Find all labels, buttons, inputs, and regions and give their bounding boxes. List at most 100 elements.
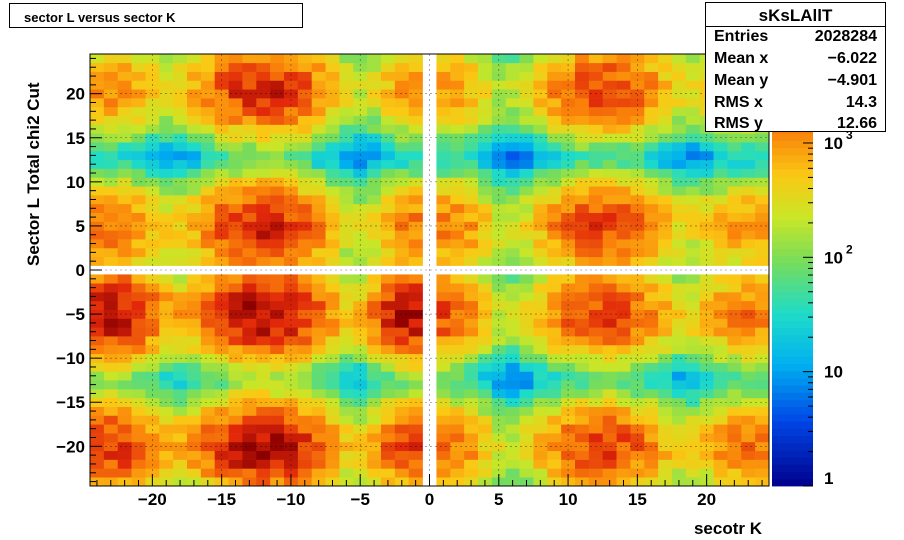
heatmap-cell: [325, 283, 340, 293]
heatmap-cell: [200, 203, 216, 213]
heatmap-cell: [658, 459, 673, 469]
heatmap-cell: [533, 195, 548, 205]
heatmap-cell: [394, 389, 410, 399]
heatmap-cell: [685, 256, 701, 266]
heatmap-cell: [228, 80, 243, 90]
heatmap-cell: [561, 468, 576, 478]
heatmap-cell: [630, 98, 645, 108]
heatmap-cell: [145, 133, 160, 143]
heatmap-cell: [491, 433, 507, 443]
heatmap-cell: [173, 115, 188, 125]
heatmap-cell: [519, 106, 534, 117]
heatmap-cell: [145, 389, 160, 399]
heatmap-cell: [561, 239, 576, 249]
heatmap-cell: [131, 362, 146, 372]
heatmap-cell: [408, 203, 423, 213]
heatmap-cell: [450, 106, 465, 117]
heatmap-cell: [519, 433, 534, 443]
heatmap-cell: [464, 71, 479, 81]
heatmap-cell: [436, 159, 451, 169]
heatmap-cell: [533, 124, 548, 134]
heatmap-cell: [547, 62, 562, 72]
heatmap-cell: [616, 450, 631, 460]
heatmap-cell: [478, 195, 493, 205]
heatmap-cell: [464, 230, 479, 240]
heatmap-cell: [478, 406, 493, 416]
heatmap-cell: [547, 309, 562, 319]
heatmap-cell: [339, 450, 354, 460]
heatmap-cell: [270, 371, 285, 381]
heatmap-cell: [575, 353, 590, 363]
heatmap-cell: [187, 415, 202, 425]
heatmap-cell: [602, 159, 617, 169]
heatmap-cell: [478, 468, 493, 478]
heatmap-cell: [394, 54, 410, 64]
heatmap-cell: [602, 133, 617, 143]
heatmap-cell: [381, 389, 396, 399]
heatmap-cell: [200, 124, 216, 134]
heatmap-cell: [658, 62, 673, 72]
heatmap-cell: [228, 292, 243, 302]
heatmap-cell: [672, 300, 687, 310]
heatmap-cell: [242, 98, 257, 108]
heatmap-cell: [284, 106, 299, 117]
heatmap-cell: [658, 195, 673, 205]
heatmap-cell: [602, 344, 617, 355]
heatmap-cell: [408, 362, 423, 372]
heatmap-cell: [588, 124, 604, 134]
heatmap-cell: [325, 459, 340, 469]
heatmap-cell: [727, 186, 742, 196]
heatmap-cell: [644, 195, 659, 205]
heatmap-cell: [311, 433, 326, 443]
heatmap-cell: [200, 106, 216, 117]
heatmap-cell: [685, 106, 701, 117]
heatmap-cell: [270, 362, 285, 372]
color-scale-segment: [772, 291, 813, 300]
heatmap-cell: [325, 433, 340, 443]
heatmap-cell: [339, 292, 354, 302]
heatmap-cell: [436, 274, 451, 284]
heatmap-cell: [436, 54, 451, 64]
heatmap-cell: [284, 212, 299, 222]
heatmap-cell: [367, 89, 382, 99]
heatmap-cell: [325, 230, 340, 240]
heatmap-cell: [242, 415, 257, 425]
heatmap-cell: [381, 415, 396, 425]
heatmap-cell: [131, 177, 146, 187]
stats-label: Mean x: [714, 50, 769, 67]
heatmap-cell: [533, 142, 548, 152]
heatmap-cell: [644, 203, 659, 213]
heatmap-cell: [436, 292, 451, 302]
stats-row-entries: Entries 2028284: [706, 28, 885, 49]
heatmap-cell: [339, 98, 354, 108]
heatmap-cell: [547, 283, 562, 293]
heatmap-cell: [505, 124, 520, 134]
heatmap-cell: [394, 256, 410, 266]
heatmap-cell: [353, 406, 368, 416]
heatmap-cell: [478, 336, 493, 346]
heatmap-cell: [491, 62, 507, 72]
heatmap-cell: [311, 150, 326, 161]
heatmap-cell: [242, 89, 257, 99]
heatmap-cell: [228, 106, 243, 117]
heatmap-cell: [505, 54, 520, 64]
heatmap-cell: [214, 362, 229, 372]
heatmap-cell: [658, 106, 673, 117]
heatmap-cell: [436, 230, 451, 240]
heatmap-cell: [159, 195, 174, 205]
heatmap-cell: [131, 371, 146, 381]
heatmap-cell: [505, 318, 520, 328]
heatmap-cell: [117, 186, 132, 196]
heatmap-cell: [436, 203, 451, 213]
x-tick-label: 10: [559, 490, 578, 509]
heatmap-cell: [131, 203, 146, 213]
color-scale-segment: [772, 162, 813, 170]
heatmap-cell: [339, 168, 354, 178]
heatmap-cell: [131, 239, 146, 249]
color-scale-segment: [772, 450, 813, 458]
heatmap-cell: [616, 300, 631, 310]
heatmap-cell: [644, 415, 659, 425]
heatmap-cell: [699, 362, 714, 372]
heatmap-cell: [741, 380, 756, 390]
heatmap-cell: [284, 247, 299, 258]
